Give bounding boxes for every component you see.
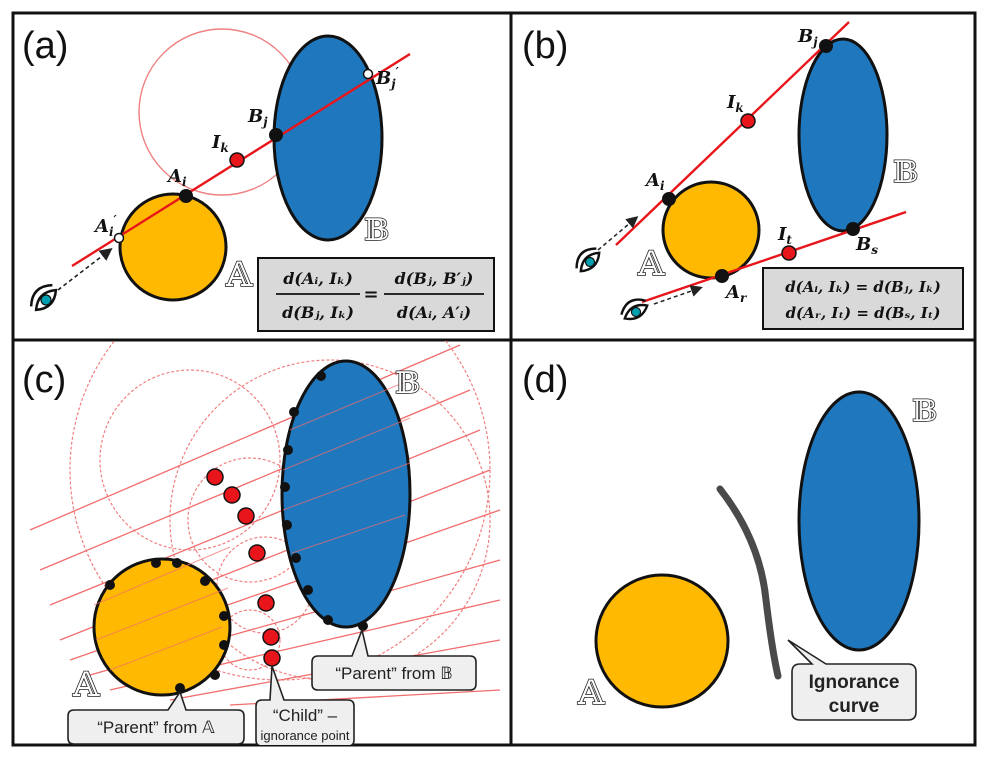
panel-a-label-ik: Ik	[211, 132, 229, 155]
callout-child-line1: “Child” –	[273, 706, 338, 725]
panel-b-point-bj	[819, 39, 833, 53]
panel-b-point-ar	[715, 269, 729, 283]
panel-b-set-b-label: 𝔹	[893, 155, 918, 190]
panel-b-equation-1: d(Aᵢ, Iₖ) = d(Bⱼ, Iₖ)	[785, 278, 941, 296]
panel-a-set-b	[274, 36, 382, 240]
panel-a-point-bj-prime	[364, 70, 373, 79]
panel-b-label-bj: Bj	[797, 26, 818, 49]
panel-b-label-ik: Ik	[726, 92, 744, 115]
panel-d-set-a-label: 𝔸	[577, 673, 605, 713]
panel-b-set-b	[799, 39, 887, 231]
callout-ignorance-line2: curve	[829, 696, 880, 717]
equation-rhs-denominator: d(Aᵢ, A′ᵢ)	[397, 303, 471, 322]
panel-d-set-b	[799, 392, 919, 650]
panel-a: (a) Ai′ Ai Ik Bj Bj′ 𝔸 𝔹 d(Aᵢ, Iₖ) d(Bⱼ,…	[22, 25, 494, 331]
equation-equals: =	[363, 284, 378, 305]
panel-a-label: (a)	[22, 25, 68, 67]
panel-c-set-b	[282, 361, 410, 627]
panel-a-label-ai-prime: Ai′	[93, 213, 118, 239]
panel-b: (b) Ai Ik Bj Ar It Bs 𝔸 𝔹	[522, 22, 963, 329]
panel-b-equation-box: d(Aᵢ, Iₖ) = d(Bⱼ, Iₖ) d(Aᵣ, Iₜ) = d(Bₛ, …	[763, 268, 963, 329]
panel-c-label: (c)	[22, 359, 66, 401]
panel-a-point-ai-prime	[115, 234, 124, 243]
callout-parent-a-text: “Parent” from 𝔸	[97, 718, 215, 737]
panel-b-point-ai	[662, 192, 676, 206]
panel-c: (c)	[22, 260, 500, 746]
panel-d-label: (d)	[522, 359, 568, 401]
panel-a-eye-icon	[26, 280, 61, 315]
callout-parent-b-text: “Parent” from 𝔹	[335, 664, 452, 683]
panel-a-point-ai	[179, 189, 193, 203]
panel-b-label-ar: Ar	[724, 282, 748, 305]
panel-d-set-b-label: 𝔹	[912, 394, 937, 429]
panel-b-set-a-label: 𝔸	[637, 244, 665, 284]
panel-a-view-arrow	[58, 250, 110, 290]
panel-b-label-ai: Ai	[644, 170, 665, 193]
callout-child-line2: ignorance point	[261, 728, 350, 743]
panel-b-label-it: It	[777, 224, 792, 247]
panel-a-point-bj	[269, 128, 283, 142]
equation-lhs-denominator: d(Bⱼ, Iₖ)	[282, 303, 354, 322]
panel-a-label-bj: Bj	[247, 106, 268, 129]
panel-a-label-ai: Ai	[166, 166, 187, 189]
panel-a-set-b-label: 𝔹	[364, 213, 389, 248]
panel-b-set-a	[663, 182, 759, 278]
panel-a-set-a-label: 𝔸	[225, 255, 253, 295]
callout-ignorance-line1: Ignorance	[809, 672, 900, 693]
panel-c-set-b-label: 𝔹	[395, 366, 420, 401]
panel-a-point-ik	[230, 153, 244, 167]
panel-a-equation-box: d(Aᵢ, Iₖ) d(Bⱼ, Iₖ) = d(Bⱼ, B′ⱼ) d(Aᵢ, A…	[258, 258, 494, 331]
equation-lhs-numerator: d(Aᵢ, Iₖ)	[283, 269, 353, 288]
panel-d-set-a	[596, 575, 728, 707]
panel-a-set-a	[120, 194, 226, 300]
panel-b-label-bs: Bs	[855, 234, 878, 257]
panel-b-label: (b)	[522, 25, 568, 67]
panel-b-point-it	[782, 246, 796, 260]
panel-b-eye-lower-icon	[618, 295, 651, 324]
panel-b-equation-2: d(Aᵣ, Iₜ) = d(Bₛ, Iₜ)	[786, 304, 941, 322]
panel-a-label-bj-prime: Bj′	[375, 65, 400, 91]
panel-c-callout-parent-b: “Parent” from 𝔹	[312, 630, 476, 690]
panel-b-point-ik	[741, 114, 755, 128]
panel-c-set-a-label: 𝔸	[72, 665, 100, 705]
panel-d: (d) 𝔸 𝔹 Ignorance curve	[522, 359, 937, 720]
equation-rhs-numerator: d(Bⱼ, B′ⱼ)	[395, 269, 474, 288]
panel-d-callout: Ignorance curve	[788, 640, 916, 720]
